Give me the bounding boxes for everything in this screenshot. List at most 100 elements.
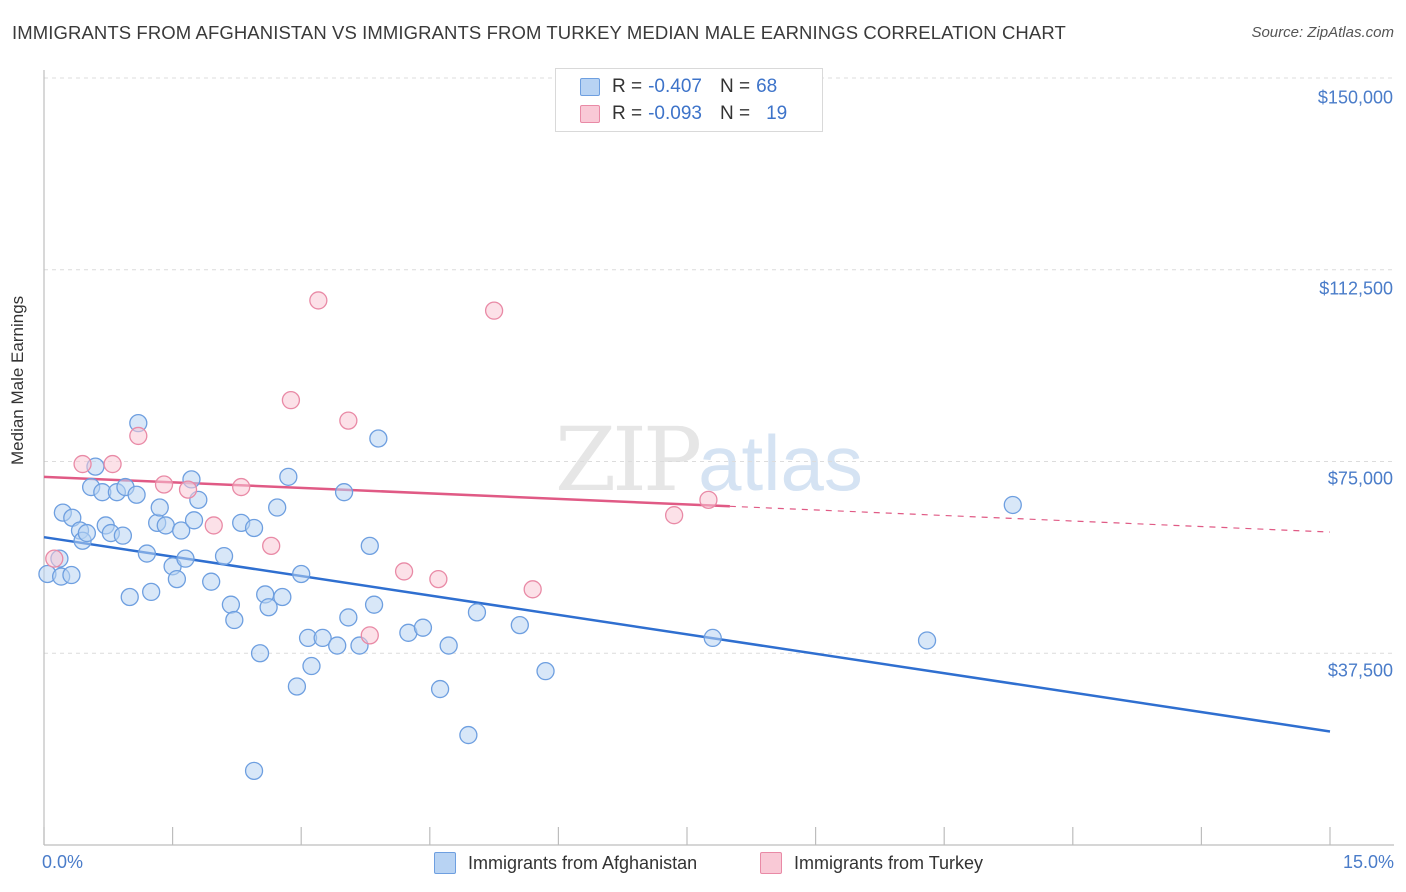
legend-r-label: R = [612,103,643,124]
y-tick-label-75000: $75,000 [1327,468,1393,489]
point-afghanistan-32 [202,572,221,591]
point-turkey-10 [309,291,328,310]
point-turkey-9 [281,390,301,410]
legend-row-afghanistan: R = -0.407 N = 68 [580,75,777,99]
bottom-legend-label-afghanistan: Immigrants from Afghanistan [468,852,698,873]
trend-line-extension-turkey [729,505,1331,533]
point-afghanistan-24 [156,516,175,535]
point-afghanistan-27 [172,521,191,540]
point-turkey-2 [103,454,122,474]
point-turkey-14 [429,569,448,589]
point-afghanistan-62 [510,615,529,635]
trend-line-turkey [43,475,730,508]
correlation-legend: R = -0.407 N = 68 R = -0.093 N = 19 [555,68,823,132]
point-afghanistan-34 [221,595,241,614]
point-afghanistan-45 [292,564,311,584]
point-afghanistan-35 [225,610,244,630]
point-turkey-8 [262,536,281,556]
point-afghanistan-38 [250,644,270,663]
point-afghanistan-63 [536,661,555,681]
chart-title: IMMIGRANTS FROM AFGHANISTAN VS IMMIGRANT… [12,22,1066,43]
trend-line-afghanistan [43,535,1331,733]
point-afghanistan-30 [184,511,204,530]
bottom-legend-swatch-afghanistan [434,852,456,874]
legend-swatch-afghanistan [580,78,600,96]
point-afghanistan-49 [328,636,347,655]
point-afghanistan-40 [259,598,278,617]
legend-swatch-turkey [580,105,600,123]
legend-n-value: 19 [766,103,788,124]
point-afghanistan-58 [430,679,450,699]
bottom-legend-afghanistan: Immigrants from Afghanistan [434,852,697,874]
legend-r-value: -0.093 [648,103,702,124]
point-turkey-6 [204,516,223,535]
point-afghanistan-66 [1003,495,1022,515]
point-afghanistan-26 [167,569,187,589]
axes [43,70,1394,846]
point-afghanistan-23 [150,498,169,517]
point-afghanistan-33 [214,546,234,566]
point-turkey-11 [339,411,358,430]
y-tick-label-112500: $112,500 [1319,278,1393,299]
bottom-legend-label-turkey: Immigrants from Turkey [794,852,984,873]
legend-n-value: 68 [756,76,778,97]
watermark-zip: ZIP [555,408,702,511]
point-afghanistan-37 [244,518,264,538]
point-afghanistan-8 [77,523,97,543]
point-turkey-7 [232,477,251,497]
x-tick-label-max: 15.0% [1342,852,1394,872]
legend-r-value: -0.407 [648,76,702,97]
point-afghanistan-28 [176,549,195,568]
point-afghanistan-53 [360,536,379,556]
point-turkey-17 [664,506,684,525]
point-turkey-4 [154,475,174,494]
x-tick-label-min: 0.0% [42,852,84,872]
point-afghanistan-61 [467,603,487,622]
point-afghanistan-50 [334,483,354,502]
point-afghanistan-48 [313,628,332,648]
point-afghanistan-3 [62,565,81,585]
point-afghanistan-42 [273,587,292,607]
bottom-legend-turkey: Immigrants from Turkey [760,852,983,874]
point-afghanistan-17 [120,587,139,607]
legend-r-label: R = [612,76,643,97]
legend-row-turkey: R = -0.093 N = 19 [580,102,787,126]
legend-n-label: N = [719,76,751,97]
point-afghanistan-64 [703,628,722,648]
point-turkey-5 [178,480,198,499]
point-afghanistan-51 [339,608,358,627]
data-points [38,291,1022,781]
point-afghanistan-41 [268,498,287,517]
bottom-legend-swatch-turkey [760,852,782,874]
point-afghanistan-60 [459,725,478,745]
watermark-atlas: atlas [698,419,863,507]
point-afghanistan-43 [279,467,298,486]
point-afghanistan-59 [439,636,458,655]
watermark: ZIPatlas [555,408,863,511]
point-afghanistan-47 [302,656,321,676]
point-afghanistan-55 [369,429,388,448]
point-turkey-12 [360,626,379,645]
point-turkey-13 [394,562,414,581]
point-turkey-1 [73,454,92,474]
point-afghanistan-15 [113,526,133,545]
point-afghanistan-57 [413,618,433,637]
y-tick-label-37500: $37,500 [1327,660,1393,681]
point-afghanistan-67 [244,761,264,781]
point-turkey-3 [129,426,148,446]
point-turkey-18 [699,490,718,510]
point-turkey-15 [484,301,504,320]
y-tick-label-150000: $150,000 [1317,87,1393,108]
point-afghanistan-54 [364,595,384,614]
source-credit: Source: ZipAtlas.com [1251,24,1394,41]
point-turkey-0 [45,549,64,568]
point-afghanistan-20 [137,544,157,563]
point-afghanistan-18 [127,485,146,504]
point-afghanistan-65 [917,631,937,650]
point-turkey-16 [523,580,542,599]
point-afghanistan-21 [142,582,161,602]
legend-n-label: N = [719,103,751,124]
point-afghanistan-44 [287,677,307,696]
y-axis-title: Median Male Earnings [8,295,27,465]
